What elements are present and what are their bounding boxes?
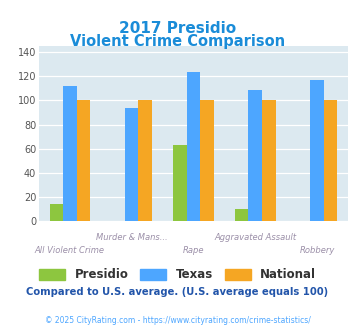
Text: Murder & Mans...: Murder & Mans... [96, 233, 168, 242]
Bar [187, 72, 200, 221]
Bar [138, 100, 152, 221]
Bar [324, 100, 337, 221]
Text: Violent Crime Comparison: Violent Crime Comparison [70, 34, 285, 49]
Bar [310, 80, 324, 221]
Bar [77, 100, 90, 221]
Text: © 2025 CityRating.com - https://www.cityrating.com/crime-statistics/: © 2025 CityRating.com - https://www.city… [45, 315, 310, 325]
Text: Robbery: Robbery [299, 246, 335, 255]
Text: Compared to U.S. average. (U.S. average equals 100): Compared to U.S. average. (U.S. average … [26, 287, 329, 297]
Text: Aggravated Assault: Aggravated Assault [214, 233, 296, 242]
Bar [125, 108, 138, 221]
Bar [63, 86, 77, 221]
Text: 2017 Presidio: 2017 Presidio [119, 20, 236, 36]
Text: All Violent Crime: All Violent Crime [35, 246, 105, 255]
Bar [200, 100, 214, 221]
Bar [235, 209, 248, 221]
Bar [262, 100, 275, 221]
Bar [50, 204, 63, 221]
Legend: Presidio, Texas, National: Presidio, Texas, National [36, 265, 320, 285]
Bar [248, 90, 262, 221]
Text: Rape: Rape [183, 246, 204, 255]
Bar [173, 145, 187, 221]
